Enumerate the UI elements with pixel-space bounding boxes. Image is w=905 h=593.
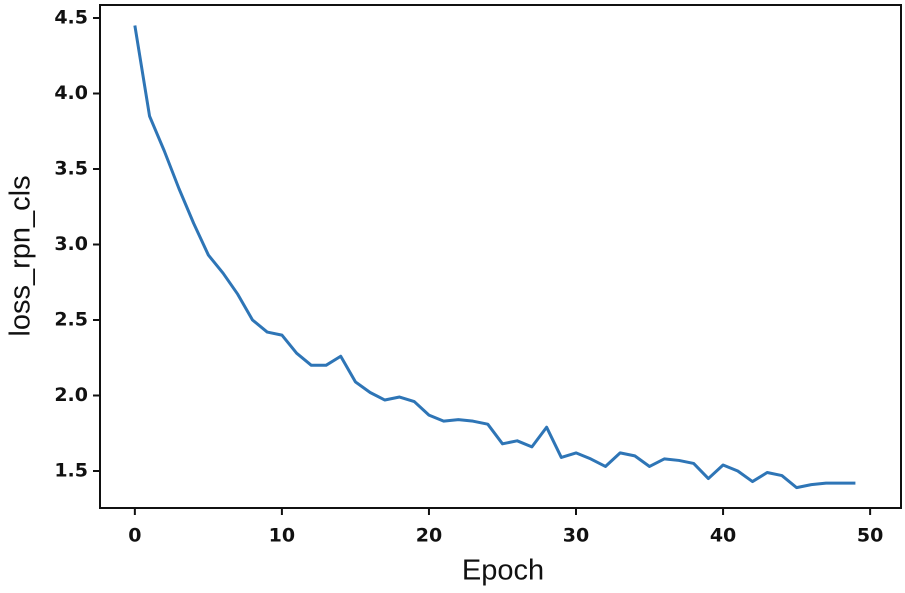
y-axis-label: loss_rpn_cls bbox=[5, 175, 37, 336]
y-tick-label: 4.5 bbox=[54, 6, 88, 28]
x-tick-label: 40 bbox=[710, 525, 736, 547]
x-tick-label: 10 bbox=[269, 525, 295, 547]
y-tick-label: 4.0 bbox=[54, 82, 88, 104]
x-tick-label: 0 bbox=[128, 525, 141, 547]
plot-frame bbox=[99, 4, 902, 509]
x-tick-label: 30 bbox=[563, 525, 589, 547]
x-axis-label: Epoch bbox=[462, 555, 544, 587]
y-tick-label: 1.5 bbox=[54, 460, 88, 482]
y-tick-label: 3.0 bbox=[54, 233, 88, 255]
y-tick-label: 2.0 bbox=[54, 384, 88, 406]
x-tick-label: 50 bbox=[857, 525, 883, 547]
y-tick-label: 2.5 bbox=[54, 308, 88, 330]
line-series bbox=[133, 25, 856, 490]
x-tick-label: 20 bbox=[416, 525, 442, 547]
y-tick-label: 3.5 bbox=[54, 157, 88, 179]
